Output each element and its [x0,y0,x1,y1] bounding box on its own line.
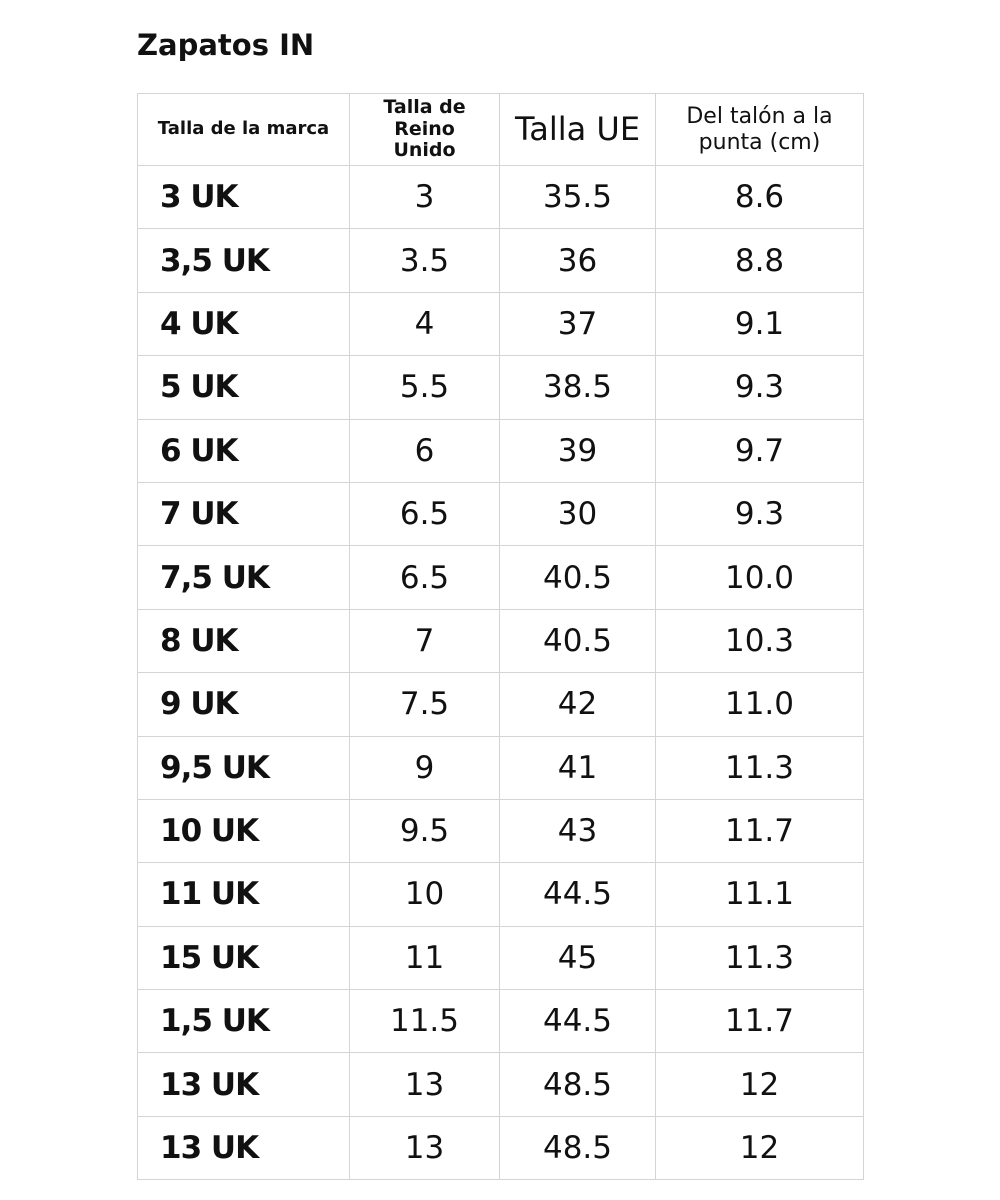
table-cell: 44.5 [499,862,656,927]
table-body: 3 UK 3 35.5 8.6 3,5 UK 3.5 36 8.8 4 UK 4 37 9.1 5 UK… [137,164,864,1181]
table-cell: 6.5 [349,545,500,610]
table-row: 4 UK 4 37 9.1 [137,291,864,357]
table-cell: 9.1 [655,291,864,357]
table-cell: 11 [349,925,500,991]
table-cell: 8 UK [137,608,350,674]
table-cell: 3,5 UK [137,228,350,293]
table-cell: 11.0 [655,672,864,737]
table-cell: 9.3 [655,355,864,420]
table-cell: 9.7 [655,418,864,483]
size-table: Talla de la marca Talla de Reino Unido Tal… [137,93,864,1181]
table-cell: 7 UK [137,481,350,547]
table-cell: 37 [499,291,656,357]
table-cell: 10.3 [655,608,864,674]
table-cell: 9.5 [349,798,500,864]
table-cell: 36 [499,228,656,293]
table-cell: 3 UK [137,164,350,230]
table-cell: 7 [349,608,500,674]
table-cell: 11.3 [655,735,864,800]
table-cell: 38.5 [499,355,656,420]
table-row: 8 UK 7 40.5 10.3 [137,608,864,674]
table-cell: 41 [499,735,656,800]
table-row: 3 UK 3 35.5 8.6 [137,164,864,230]
table-cell: 40.5 [499,608,656,674]
table-cell: 11.5 [349,989,500,1054]
table-cell: 39 [499,418,656,483]
table-row: 9,5 UK 9 41 11.3 [137,735,864,800]
table-row: 1,5 UK 11.5 44.5 11.7 [137,989,864,1054]
table-cell: 7,5 UK [137,545,350,610]
table-cell: 13 UK [137,1052,350,1117]
table-row: 9 UK 7.5 42 11.0 [137,672,864,737]
table-cell: 3.5 [349,228,500,293]
table-cell: 13 [349,1052,500,1117]
table-row: 13 UK 13 48.5 12 [137,1115,864,1181]
table-cell: 5.5 [349,355,500,420]
table-cell: 11 UK [137,862,350,927]
table-row: 3,5 UK 3.5 36 8.8 [137,228,864,293]
table-cell: 48.5 [499,1115,656,1181]
table-cell: 9.3 [655,481,864,547]
column-header: Talla de Reino Unido [349,93,500,166]
table-cell: 11.7 [655,989,864,1054]
table-cell: 43 [499,798,656,864]
table-cell: 11.7 [655,798,864,864]
table-cell: 10 UK [137,798,350,864]
table-cell: 4 UK [137,291,350,357]
table-cell: 10 [349,862,500,927]
title: Zapatos IN [137,28,315,62]
table-cell: 40.5 [499,545,656,610]
table-cell: 8.8 [655,228,864,293]
table-cell: 48.5 [499,1052,656,1117]
table-row: 13 UK 13 48.5 12 [137,1052,864,1117]
table-cell: 9 [349,735,500,800]
table-row: 11 UK 10 44.5 11.1 [137,862,864,927]
table-cell: 3 [349,164,500,230]
table-cell: 30 [499,481,656,547]
table-cell: 8.6 [655,164,864,230]
table-cell: 5 UK [137,355,350,420]
table-cell: 42 [499,672,656,737]
table-cell: 7.5 [349,672,500,737]
table-cell: 13 UK [137,1115,350,1181]
column-header: Talla UE [499,93,656,166]
table-cell: 11.3 [655,925,864,991]
table-row: 15 UK 11 45 11.3 [137,925,864,991]
table-row: 6 UK 6 39 9.7 [137,418,864,483]
table-row: 7 UK 6.5 30 9.3 [137,481,864,547]
table-cell: 9,5 UK [137,735,350,800]
table-cell: 12 [655,1115,864,1181]
table-cell: 1,5 UK [137,989,350,1054]
column-header: Del talón a la punta (cm) [655,93,864,166]
table-cell: 6.5 [349,481,500,547]
header-row: Talla de la marca Talla de Reino Unido Tal… [137,93,864,166]
table-cell: 45 [499,925,656,991]
table-cell: 10.0 [655,545,864,610]
table-cell: 11.1 [655,862,864,927]
table-cell: 12 [655,1052,864,1117]
table-row: 5 UK 5.5 38.5 9.3 [137,355,864,420]
column-header: Talla de la marca [137,93,350,166]
table-cell: 35.5 [499,164,656,230]
table-row: 10 UK 9.5 43 11.7 [137,798,864,864]
table-cell: 44.5 [499,989,656,1054]
table-cell: 4 [349,291,500,357]
table-cell: 6 [349,418,500,483]
table-cell: 15 UK [137,925,350,991]
table-head: Talla de la marca Talla de Reino Unido Tal… [137,93,864,166]
table-cell: 6 UK [137,418,350,483]
table-row: 7,5 UK 6.5 40.5 10.0 [137,545,864,610]
table-cell: 9 UK [137,672,350,737]
table-cell: 13 [349,1115,500,1181]
